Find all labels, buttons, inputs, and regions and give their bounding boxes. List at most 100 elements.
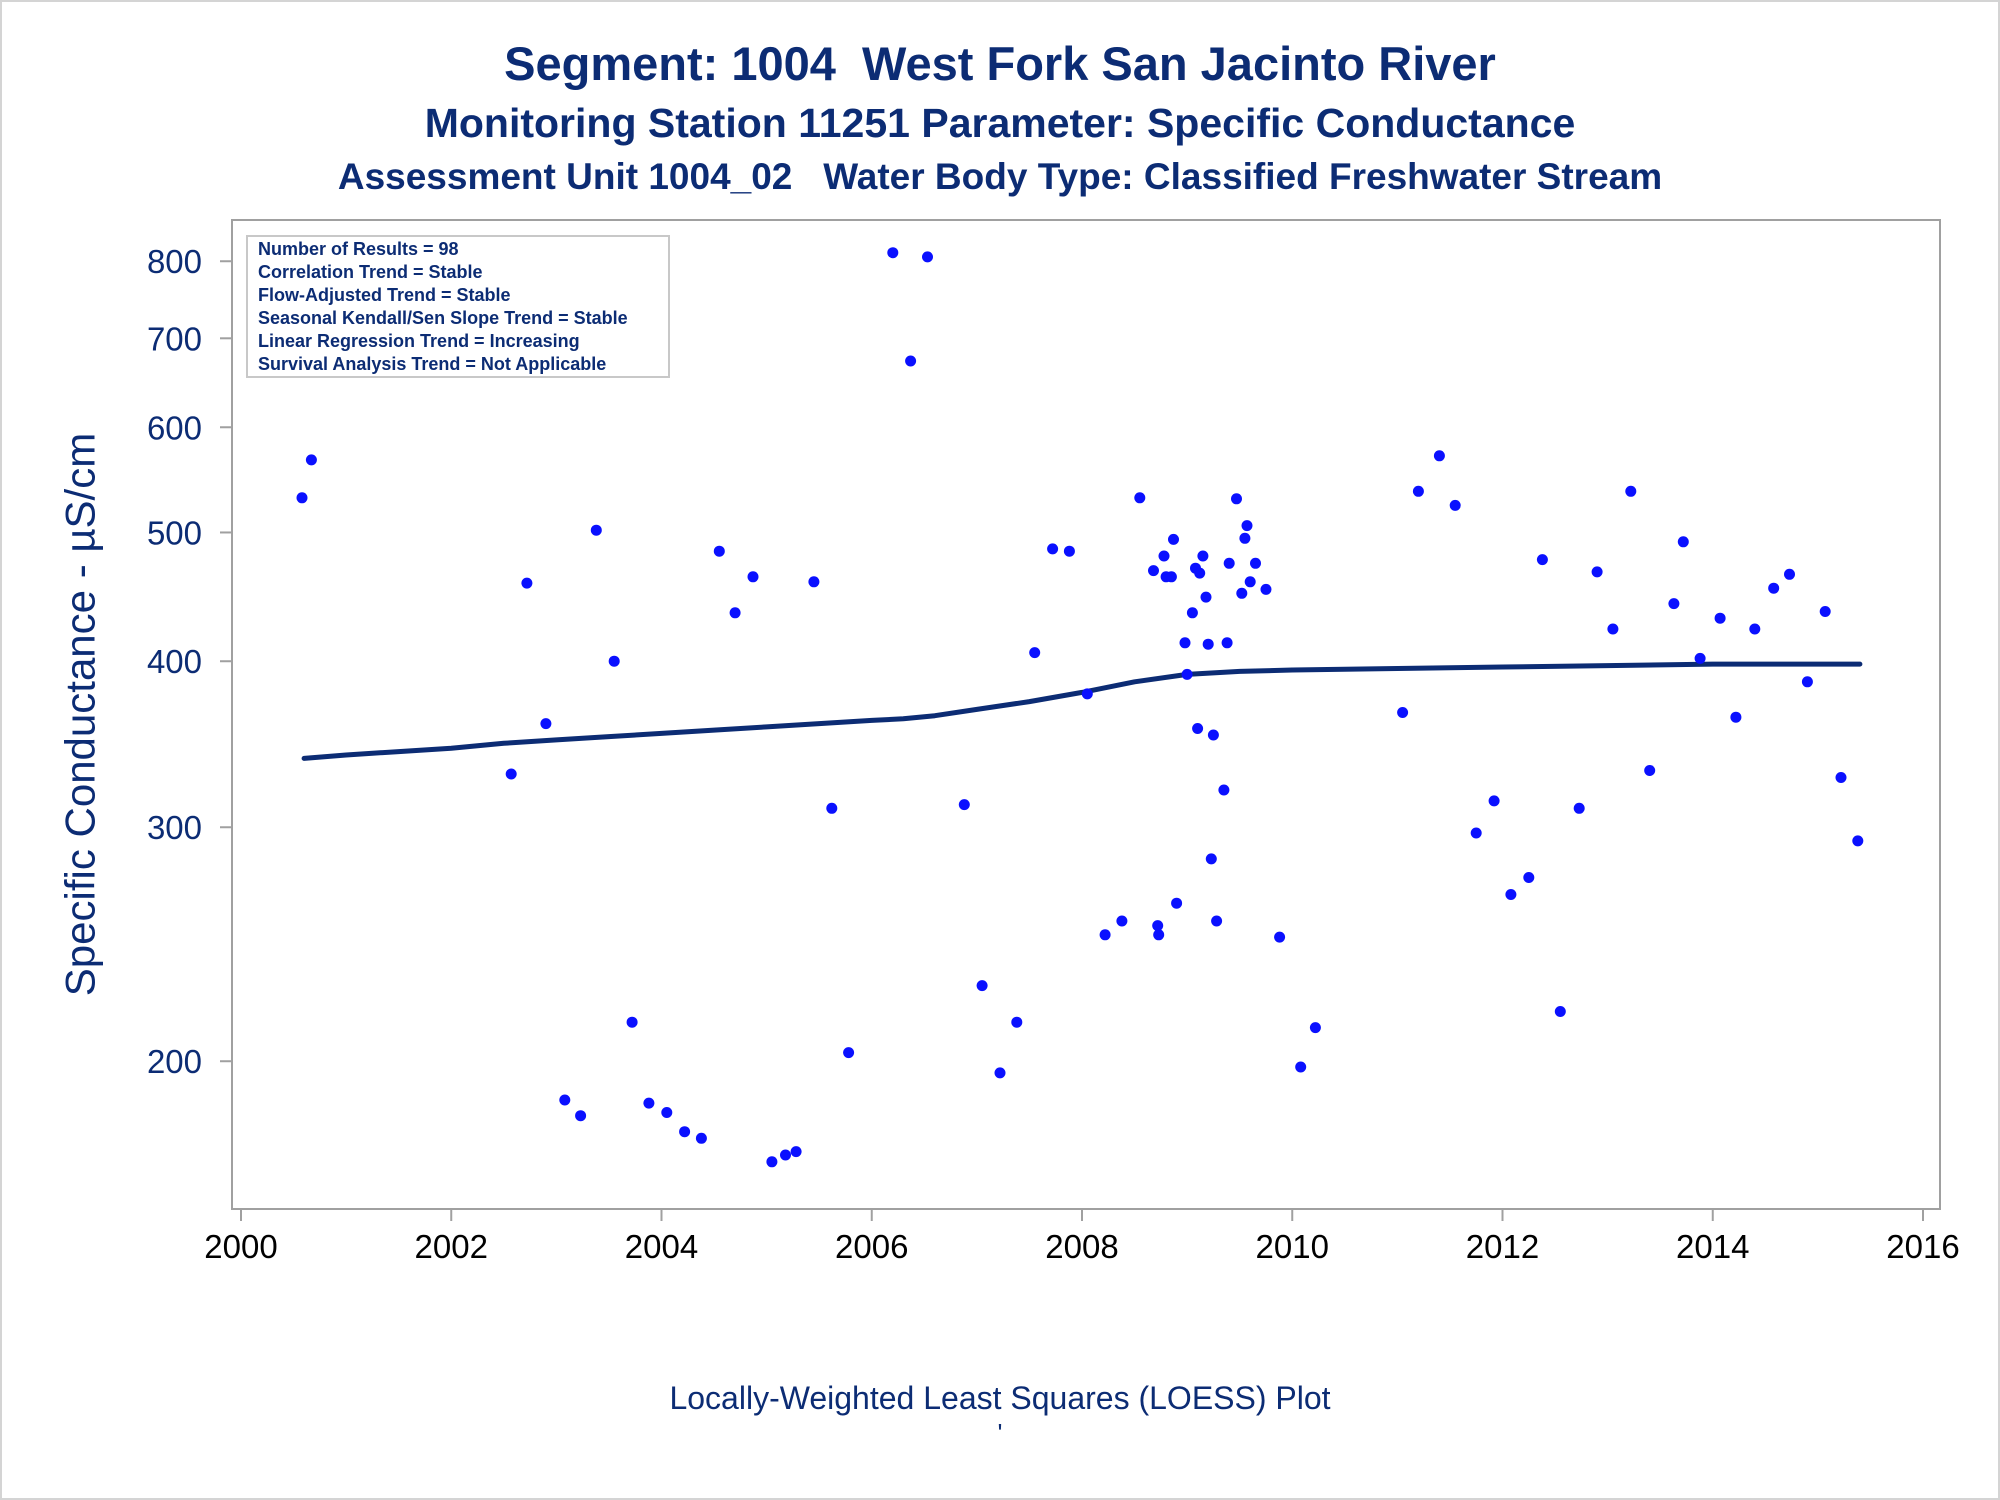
data-point bbox=[1152, 920, 1164, 932]
stats-box-line: Seasonal Kendall/Sen Slope Trend = Stabl… bbox=[258, 308, 628, 328]
x-tick-label: 2016 bbox=[1886, 1228, 1959, 1265]
data-point bbox=[729, 607, 741, 619]
data-point bbox=[1081, 688, 1093, 700]
footnote: Locally-Weighted Least Squares (LOESS) P… bbox=[669, 1380, 1331, 1416]
y-tick-label: 400 bbox=[147, 643, 202, 680]
data-point bbox=[1047, 543, 1059, 555]
data-point bbox=[1694, 652, 1706, 664]
data-point bbox=[790, 1146, 802, 1158]
data-point bbox=[1505, 889, 1517, 900]
data-point bbox=[575, 1110, 587, 1122]
x-tick-label: 2010 bbox=[1256, 1228, 1329, 1265]
y-tick-label: 800 bbox=[147, 243, 202, 280]
data-point bbox=[1244, 576, 1256, 588]
data-point bbox=[1205, 853, 1217, 865]
data-point bbox=[1158, 550, 1170, 562]
data-point bbox=[976, 980, 988, 992]
data-point bbox=[679, 1126, 691, 1138]
data-point bbox=[887, 247, 899, 259]
stats-box-line: Linear Regression Trend = Increasing bbox=[258, 331, 580, 351]
chart-subtitle-assessment: Assessment Unit 1004_02 Water Body Type:… bbox=[337, 156, 1663, 197]
x-tick-label: 2012 bbox=[1466, 1228, 1539, 1265]
data-point bbox=[713, 545, 725, 557]
data-point bbox=[1134, 492, 1146, 504]
data-point bbox=[1218, 784, 1230, 796]
x-tick-label: 2008 bbox=[1045, 1228, 1118, 1265]
data-point bbox=[608, 655, 620, 667]
data-point bbox=[1116, 915, 1128, 927]
data-point bbox=[1449, 499, 1461, 511]
data-point bbox=[1677, 536, 1689, 548]
data-point bbox=[305, 454, 317, 466]
x-tick-label: 2000 bbox=[204, 1228, 277, 1265]
data-point bbox=[695, 1132, 707, 1144]
data-point bbox=[1165, 571, 1177, 583]
data-point bbox=[1819, 606, 1831, 617]
data-point bbox=[747, 571, 759, 583]
data-point bbox=[1625, 485, 1637, 497]
stats-box: Number of Results = 98 Correlation Trend … bbox=[246, 235, 670, 378]
data-point bbox=[1433, 450, 1445, 462]
data-point bbox=[1801, 676, 1813, 688]
x-axis: 2000 2002 2004 2006 2008 2010 2012 2014 2016 bbox=[204, 1209, 1960, 1265]
data-point bbox=[780, 1149, 791, 1161]
y-tick-label: 700 bbox=[147, 320, 202, 357]
data-point bbox=[1470, 827, 1482, 839]
data-point bbox=[1260, 583, 1272, 595]
data-point bbox=[1784, 568, 1795, 580]
data-point bbox=[1295, 1061, 1307, 1073]
data-point bbox=[1573, 802, 1585, 814]
data-point bbox=[905, 355, 917, 367]
stats-box-line: Flow-Adjusted Trend = Stable bbox=[258, 285, 511, 305]
data-point bbox=[1029, 647, 1041, 659]
data-point bbox=[1768, 582, 1780, 594]
x-tick-label: 2006 bbox=[835, 1228, 908, 1265]
x-tick-label: 2002 bbox=[415, 1228, 488, 1265]
y-axis: 200 300 400 500 600 700 800 bbox=[147, 243, 232, 1080]
data-point bbox=[661, 1107, 673, 1118]
footnote-mark: ' bbox=[997, 1418, 1003, 1448]
data-point bbox=[1250, 557, 1261, 569]
y-tick-label: 200 bbox=[147, 1043, 202, 1080]
data-point bbox=[1011, 1016, 1023, 1028]
data-point bbox=[1171, 897, 1183, 909]
data-point bbox=[1241, 520, 1253, 532]
x-tick-label: 2004 bbox=[625, 1228, 698, 1265]
data-point bbox=[826, 802, 838, 814]
data-point bbox=[843, 1047, 855, 1059]
data-point bbox=[1554, 1006, 1566, 1017]
stats-box-line: Number of Results = 98 bbox=[258, 239, 459, 259]
data-point bbox=[1194, 567, 1206, 579]
data-point bbox=[1607, 623, 1619, 635]
data-point bbox=[808, 576, 820, 588]
data-point bbox=[1181, 668, 1193, 680]
chart-title: Segment: 1004 West Fork San Jacinto Rive… bbox=[504, 37, 1496, 90]
plot-area bbox=[231, 219, 1941, 1210]
x-tick-label: 2014 bbox=[1676, 1228, 1749, 1265]
data-point bbox=[1730, 711, 1742, 723]
y-tick-label: 500 bbox=[147, 514, 202, 551]
data-point bbox=[1591, 566, 1603, 578]
data-point bbox=[1852, 835, 1864, 847]
data-point bbox=[1192, 723, 1204, 734]
data-point bbox=[590, 524, 602, 536]
data-point bbox=[1186, 607, 1198, 619]
stats-box-line: Correlation Trend = Stable bbox=[258, 262, 483, 282]
data-point bbox=[1274, 931, 1286, 943]
data-point bbox=[296, 492, 308, 504]
data-point bbox=[1221, 637, 1233, 649]
data-point bbox=[1644, 765, 1656, 776]
data-point bbox=[1099, 929, 1111, 941]
data-point bbox=[540, 718, 552, 730]
data-point bbox=[626, 1016, 638, 1028]
data-point bbox=[1835, 772, 1847, 783]
data-point bbox=[1714, 612, 1726, 624]
data-point bbox=[1200, 591, 1212, 603]
data-point bbox=[922, 251, 933, 263]
data-point bbox=[1153, 929, 1165, 941]
data-point bbox=[1412, 485, 1424, 497]
y-tick-label: 300 bbox=[147, 809, 202, 846]
data-point bbox=[1523, 872, 1535, 883]
